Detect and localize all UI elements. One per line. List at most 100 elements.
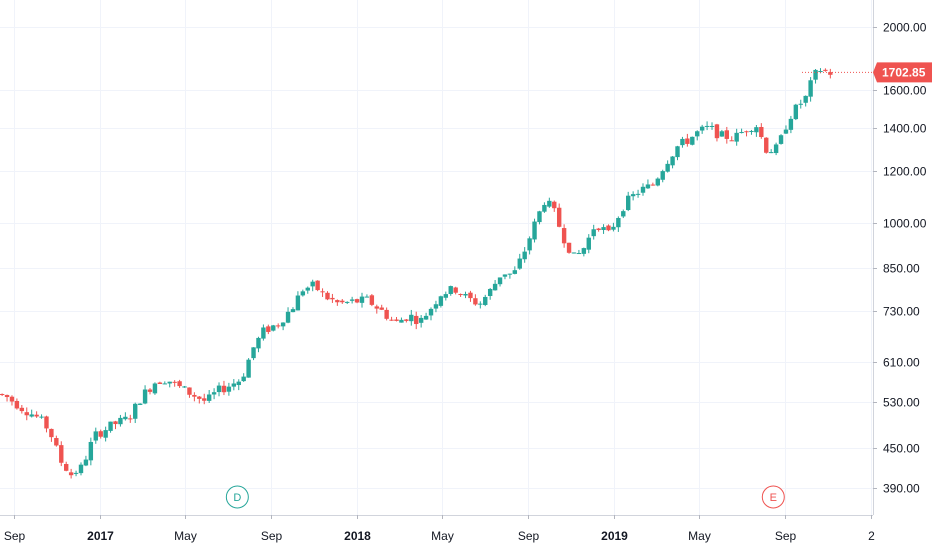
candle-up — [542, 204, 547, 212]
candle-down — [325, 292, 330, 300]
event-marker-d[interactable]: D — [225, 485, 249, 509]
last-price-label: 1702.85 — [882, 65, 926, 79]
candle-up — [768, 152, 774, 154]
candle-down — [98, 431, 103, 437]
candle-up — [256, 337, 261, 349]
candle-up — [29, 414, 34, 417]
candle-down — [44, 416, 49, 429]
candle-up — [483, 296, 488, 305]
candle-down — [724, 130, 730, 139]
candle-down — [14, 400, 20, 409]
candle-up — [695, 131, 700, 137]
candle-up — [305, 287, 310, 291]
time-axis-tick-label: Sep — [261, 529, 283, 543]
event-marker-e[interactable]: E — [761, 485, 785, 509]
candle-up — [142, 389, 148, 404]
candle-up — [635, 193, 641, 195]
price-axis-tick-label: 1400.00 — [883, 122, 927, 136]
candle-down — [561, 228, 567, 244]
candle-down — [128, 418, 133, 420]
candle-up — [803, 95, 808, 103]
candle-down — [453, 287, 458, 293]
candle-down — [458, 294, 463, 296]
candle-up — [522, 251, 527, 260]
candle-up — [364, 296, 370, 298]
candle-up — [231, 383, 237, 387]
candle-down — [64, 463, 69, 471]
candle-up — [818, 71, 823, 73]
candle-up — [492, 283, 498, 291]
candle-up — [345, 301, 350, 303]
candle-down — [221, 385, 227, 393]
candle-up — [527, 238, 532, 251]
candle-down — [315, 280, 320, 291]
candle-up — [690, 136, 695, 145]
price-axis-tick-label: 1200.00 — [883, 165, 927, 179]
time-axis-tick-label: Sep — [4, 529, 26, 543]
price-axis-tick-label: 450.00 — [883, 442, 920, 456]
candle-up — [813, 69, 818, 80]
time-axis-tick-label: 2019 — [601, 529, 628, 543]
candle-down — [650, 184, 656, 186]
candle-up — [251, 347, 256, 359]
price-axis[interactable]: 2000.00 1600.00 1400.00 1200.00 1000.00 850.0… — [873, 21, 927, 496]
candle-up — [680, 138, 685, 146]
candle-up — [261, 327, 266, 339]
candle-up — [162, 383, 167, 385]
candle-up — [709, 125, 715, 127]
candle-down — [275, 325, 281, 327]
candle-up — [241, 376, 246, 382]
candle-up — [793, 104, 799, 120]
candle-up — [271, 325, 276, 331]
candle-down — [147, 389, 153, 392]
candle-up — [739, 132, 744, 134]
candle-up — [675, 146, 680, 158]
candle-up — [640, 186, 646, 193]
candle-up — [300, 291, 306, 296]
time-axis[interactable]: Sep 2017 May Sep 2018 May Sep 2019 May Sep 2 — [4, 515, 875, 543]
candle-down — [197, 396, 202, 399]
candle-up — [280, 322, 286, 327]
price-axis-tick-label: 1000.00 — [883, 217, 927, 231]
candle-up — [409, 314, 414, 322]
candle-down — [729, 140, 734, 142]
candle-down — [685, 138, 690, 144]
candle-up — [734, 132, 739, 142]
candle-down — [566, 242, 572, 253]
candle-up — [808, 80, 813, 97]
candle-down — [172, 381, 177, 383]
candle-up — [448, 286, 453, 294]
candle-up — [211, 392, 217, 395]
candle-down — [4, 394, 10, 398]
grid-lines — [0, 0, 873, 515]
time-axis-tick-label: 2 — [868, 529, 875, 543]
last-price-tag-background — [873, 62, 932, 83]
time-axis-tick-label: May — [431, 529, 454, 543]
candle-down — [177, 381, 182, 387]
price-axis-tick-label: 530.00 — [883, 396, 920, 410]
candle-up — [630, 194, 636, 197]
candle-down — [823, 69, 828, 71]
candle-down — [202, 398, 207, 401]
candle-up — [182, 386, 187, 388]
candle-up — [601, 227, 606, 230]
candle-up — [773, 144, 779, 154]
candle-down — [369, 295, 375, 305]
candle-up — [788, 118, 794, 130]
candle-up — [783, 129, 789, 134]
candle-up — [167, 381, 172, 384]
candle-up — [463, 293, 468, 296]
candle-down — [335, 300, 340, 303]
candle-down — [828, 72, 833, 75]
candle-up — [507, 273, 513, 275]
time-axis-tick-label: Sep — [775, 529, 797, 543]
candle-down — [404, 319, 409, 321]
candle-down — [414, 315, 419, 325]
candle-down — [113, 421, 118, 425]
candle-down — [606, 225, 611, 231]
candle-up — [93, 431, 98, 441]
candle-up — [655, 178, 660, 186]
candle-down — [379, 307, 384, 310]
